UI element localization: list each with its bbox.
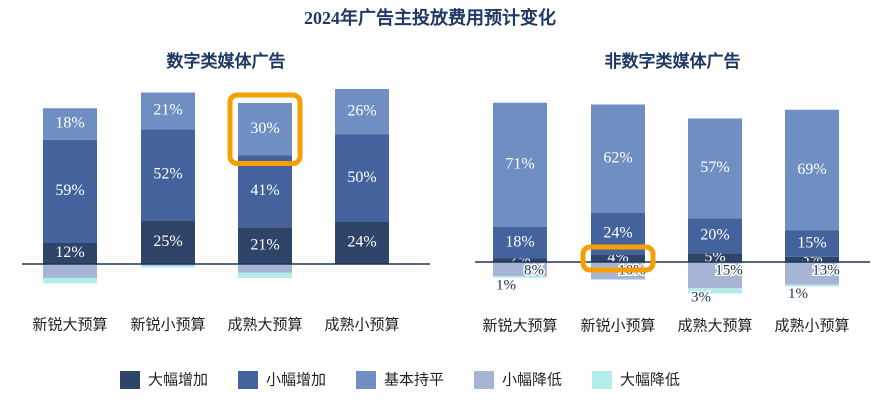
bar-segment: [43, 243, 97, 264]
value-label: 13%: [812, 262, 840, 278]
value-label: 50%: [347, 169, 376, 186]
value-label: 24%: [603, 225, 632, 242]
x-tick-label: 新锐小预算: [580, 317, 655, 335]
bar-segment: [493, 262, 547, 276]
x-tick-label: 新锐大预算: [482, 317, 557, 335]
bar-segment: [785, 284, 839, 287]
value-label: 59%: [55, 182, 84, 199]
bar-segment: [141, 92, 195, 130]
bar-segment: [141, 264, 195, 266]
bar-segment: [493, 258, 547, 262]
value-label: 71%: [505, 156, 534, 173]
highlight-box: [227, 92, 303, 166]
value-label: 15%: [797, 234, 826, 251]
bar-segment: [688, 288, 742, 294]
value-label: 1%: [496, 277, 516, 293]
value-label: 8%: [524, 262, 544, 278]
legend-label: 小幅增加: [266, 371, 326, 389]
bar-segment: [785, 109, 839, 231]
bar-segment: [141, 129, 195, 221]
subchart-title: 非数字类媒体广告: [605, 51, 741, 72]
value-label: 26%: [347, 102, 376, 119]
legend-swatch: [592, 371, 612, 389]
value-label: 1%: [788, 286, 808, 302]
value-label: 69%: [797, 161, 826, 178]
bar-segment: [141, 220, 195, 264]
bar-segment: [238, 227, 292, 264]
bar-segment: [238, 264, 292, 273]
bar-segment: [591, 104, 645, 213]
value-label: 30%: [250, 120, 279, 137]
value-label: 41%: [250, 182, 279, 199]
bar-segment: [688, 253, 742, 262]
legend-swatch: [474, 371, 494, 389]
bar-segment: [238, 155, 292, 228]
bar-segment: [238, 272, 292, 278]
bar-segment: [493, 276, 547, 278]
bar-segment: [43, 139, 97, 243]
legend-swatch: [238, 371, 258, 389]
bar-segment: [43, 264, 97, 278]
value-label: 62%: [603, 149, 632, 166]
value-label: 25%: [153, 233, 182, 250]
legend-swatch: [356, 371, 376, 389]
bar-segment: [591, 255, 645, 262]
bar-segment: [785, 262, 839, 285]
legend-label: 小幅降低: [502, 371, 562, 389]
value-label: 18%: [55, 115, 84, 132]
value-label: 52%: [153, 165, 182, 182]
bar-segment: [141, 265, 195, 268]
bar-segment: [785, 256, 839, 262]
legend-swatch: [120, 371, 140, 389]
value-label: 3%: [691, 290, 711, 306]
bar-segment: [688, 218, 742, 254]
x-tick-label: 成熟小预算: [774, 317, 849, 335]
bar-segment: [335, 134, 389, 222]
value-label: 20%: [700, 226, 729, 243]
x-tick-label: 成熟小预算: [324, 316, 399, 334]
x-tick-label: 成熟大预算: [677, 317, 752, 335]
legend-label: 大幅降低: [620, 371, 680, 389]
x-tick-label: 新锐大预算: [32, 316, 107, 334]
x-tick-label: 成熟大预算: [227, 316, 302, 334]
page-title: 2024年广告主投放费用预计变化: [304, 7, 556, 28]
bar-segment: [493, 227, 547, 259]
subchart-title: 数字类媒体广告: [167, 51, 286, 72]
value-label: 15%: [715, 262, 743, 278]
value-label: 57%: [700, 159, 729, 176]
legend-label: 基本持平: [384, 371, 444, 389]
highlight-box: [580, 244, 656, 273]
bar-segment: [43, 108, 97, 140]
legend-label: 大幅增加: [148, 371, 208, 389]
bar-segment: [43, 278, 97, 284]
bar-segment: [688, 262, 742, 289]
x-tick-label: 新锐小预算: [130, 316, 205, 334]
value-label: 18%: [505, 233, 534, 250]
bar-segment: [335, 222, 389, 264]
bar-segment: [785, 230, 839, 257]
value-label: 21%: [250, 236, 279, 253]
value-label: 12%: [55, 244, 84, 261]
value-label: 24%: [347, 234, 376, 251]
bar-segment: [335, 89, 389, 135]
value-label: 21%: [153, 102, 182, 119]
bar-segment: [493, 102, 547, 227]
bar-segment: [238, 103, 292, 156]
bar-segment: [688, 118, 742, 219]
